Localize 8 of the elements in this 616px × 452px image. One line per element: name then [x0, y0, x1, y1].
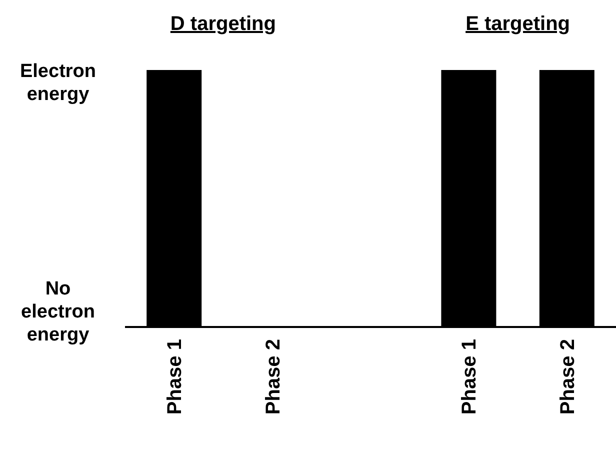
text: No electron energy: [21, 278, 95, 346]
text: E targeting: [466, 13, 570, 35]
x-tick-label: Phase 1: [164, 339, 186, 415]
text: Electron energy: [20, 61, 96, 106]
text: D targeting: [170, 13, 276, 35]
x-tick-label: Phase 1: [458, 339, 481, 415]
x-tick-label: Phase 2: [262, 339, 284, 415]
x-tick-label: Phase 2: [556, 339, 579, 415]
